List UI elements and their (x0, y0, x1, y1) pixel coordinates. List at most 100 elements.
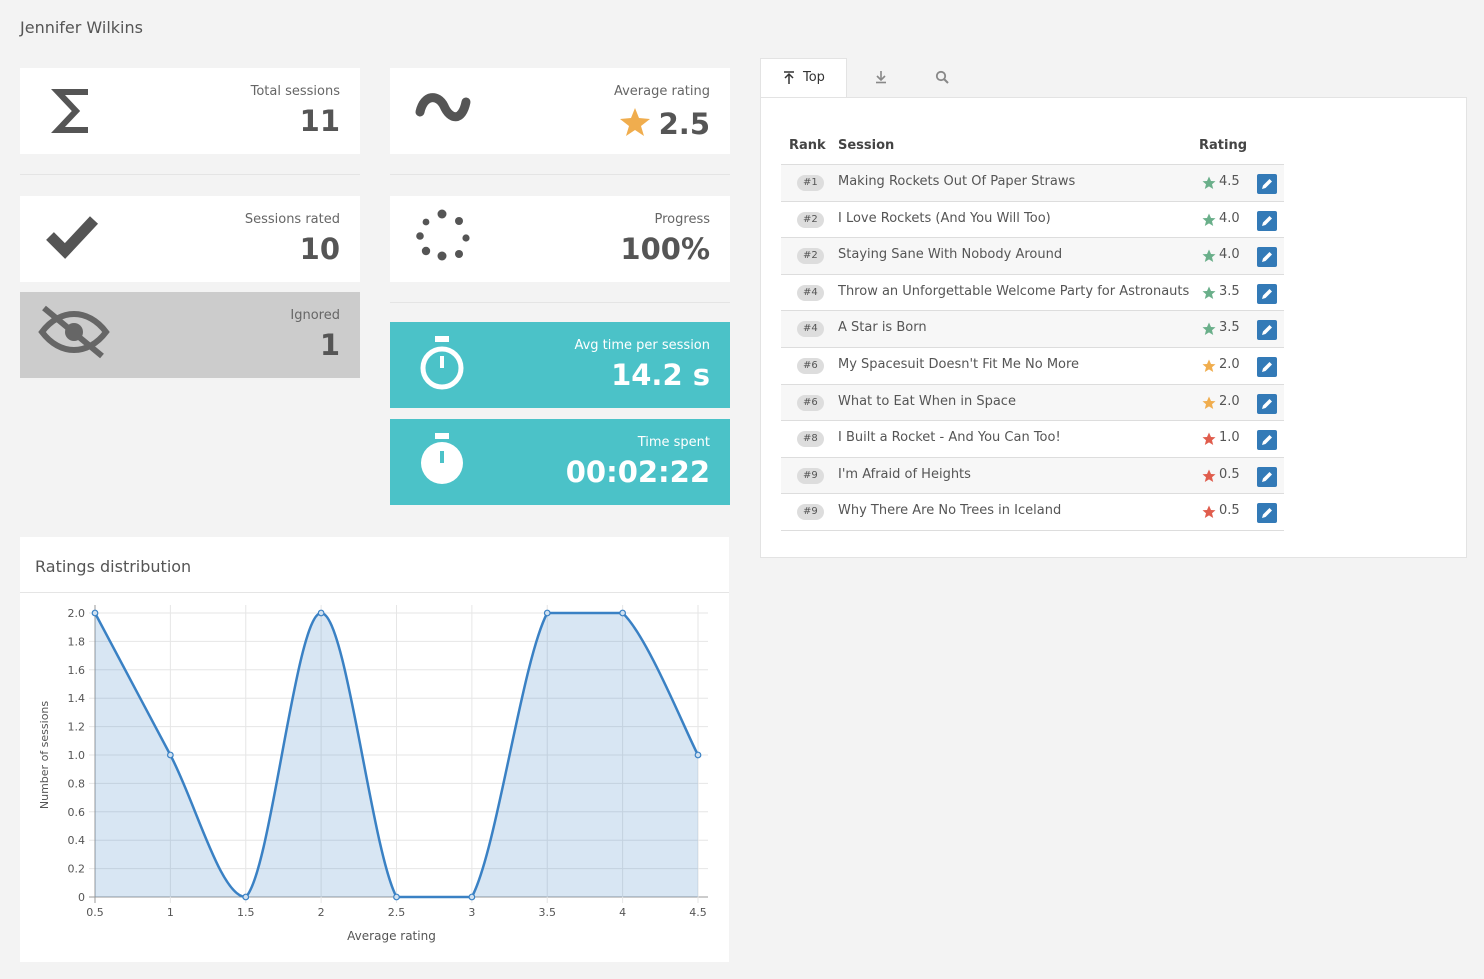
star (1202, 359, 1216, 372)
stat-label: Total sessions (250, 84, 340, 99)
tab[interactable]: Top (760, 58, 847, 98)
line (93, 611, 700, 899)
pencil (1262, 288, 1272, 299)
stat-label: Average rating (613, 84, 710, 99)
pencil (1262, 325, 1272, 336)
session-title: I Built a Rocket - And You Can Too! (838, 430, 1061, 446)
rating: 0.5 (1219, 466, 1240, 482)
edit-button[interactable] (1257, 174, 1277, 194)
edit-button[interactable] (1257, 430, 1277, 451)
stat-value: 100% (620, 232, 710, 266)
table-row: #6 What to Eat When in Space 2.0 (781, 383, 1284, 421)
rank-badge: #4 (797, 284, 824, 301)
download-tab[interactable] (874, 70, 888, 84)
point (543, 609, 551, 617)
edit-button[interactable] (1257, 320, 1277, 341)
stat-card: Avg time per session 14.2 s (390, 322, 730, 408)
divider (20, 592, 729, 593)
star (1202, 505, 1216, 519)
tilde-icon (415, 93, 471, 122)
page-title: Jennifer Wilkins (20, 18, 143, 37)
table-bottom-border (781, 530, 1284, 531)
x-tick-label: 4.5 (689, 906, 707, 919)
point (317, 609, 325, 617)
star-icon (619, 108, 650, 136)
pencil (1262, 179, 1272, 189)
y-tick-label: 0.2 (68, 863, 86, 876)
column-header: Session (838, 138, 895, 153)
edit-button[interactable] (1257, 393, 1277, 414)
chart: 0 0.2 0.4 0.6 0.8 1.0 1.2 1.4 1.6 1.8 2.0 0.5 1 1.5 2 2… (38, 605, 708, 943)
stat-label: Avg time per session (574, 338, 710, 353)
edit-button[interactable] (1257, 357, 1277, 377)
edit-button[interactable] (1257, 283, 1277, 304)
x-tick-label: 2 (318, 906, 325, 919)
rank-badge: #2 (797, 211, 824, 228)
star (1202, 396, 1216, 409)
stat-card: Ignored 1 (20, 292, 360, 378)
star-icon (1202, 176, 1216, 189)
stat-card: Sessions rated 10 (20, 196, 360, 282)
search-tab[interactable] (935, 70, 949, 84)
star-icon (1202, 213, 1216, 226)
sigma-icon (51, 89, 88, 133)
rating: 2.0 (1219, 393, 1240, 409)
star-icon (1202, 505, 1216, 519)
rating: 4.0 (1219, 247, 1240, 263)
star (1202, 213, 1216, 226)
y-tick-label: 1.0 (68, 749, 86, 762)
edit-button[interactable] (1257, 503, 1277, 524)
table-row: #2 Staying Sane With Nobody Around 4.0 (781, 237, 1284, 274)
star-icon (1202, 286, 1216, 299)
table-row: #4 A Star is Born 3.5 (781, 310, 1284, 347)
stat-label: Sessions rated (244, 212, 340, 227)
point (694, 751, 702, 759)
point (468, 893, 476, 901)
rating: 0.5 (1219, 503, 1240, 519)
y-tick-label: 0 (78, 891, 85, 904)
rating: 4.0 (1219, 210, 1240, 226)
pencil (1262, 215, 1272, 226)
y-tick-label: 0.4 (68, 834, 86, 847)
x-tick-label: 1 (167, 906, 174, 919)
stat-value: 1 (319, 328, 340, 362)
stat-value-text: 2.5 (658, 107, 710, 141)
point (619, 609, 627, 617)
table-row: #9 I'm Afraid of Heights 0.5 (781, 456, 1284, 494)
tab-label: Top (803, 70, 825, 85)
rating: 3.5 (1219, 283, 1240, 299)
pencil (1262, 435, 1272, 446)
y-tick-label: 1.2 (68, 721, 86, 734)
rating: 1.0 (1219, 430, 1240, 446)
edit-button[interactable] (1257, 247, 1277, 268)
stat-value: 11 (299, 104, 340, 138)
stat-card: Average rating 2.5 (390, 68, 730, 154)
edit-button[interactable] (1257, 210, 1277, 231)
separator (390, 302, 730, 303)
stopwatch-icon (420, 336, 464, 390)
rating: 3.5 (1219, 320, 1240, 336)
pencil (1262, 252, 1272, 263)
point (393, 893, 400, 901)
area (95, 613, 698, 897)
eye-slash-icon (38, 305, 110, 359)
stat-card: Progress 100% (390, 196, 730, 282)
table-row: #4 Throw an Unforgettable Welcome Party f… (781, 273, 1284, 311)
separator (20, 174, 360, 175)
session-title: I'm Afraid of Heights (838, 466, 971, 482)
session-title: I Love Rockets (And You Will Too) (838, 210, 1051, 226)
x-tick-label: 4 (619, 906, 626, 919)
table-row: #9 Why There Are No Trees in Iceland 0.5 (781, 493, 1284, 530)
chart-panel: Ratings distribution 0 0.2 0.4 0.6 0.8 1.0 1.2… (20, 537, 729, 962)
point (166, 751, 174, 759)
star (1202, 176, 1216, 189)
edit-button[interactable] (1257, 466, 1277, 487)
rank-badge: #8 (797, 431, 824, 448)
rating: 4.5 (1219, 174, 1240, 189)
y-tick-label: 1.6 (68, 664, 86, 677)
session-title: Why There Are No Trees in Iceland (838, 503, 1062, 519)
y-axis-title: Number of sessions (38, 701, 51, 810)
check-icon (46, 216, 99, 259)
stat-card: Time spent 00:02:22 (390, 419, 730, 505)
y-tick-label: 0.8 (68, 777, 86, 790)
